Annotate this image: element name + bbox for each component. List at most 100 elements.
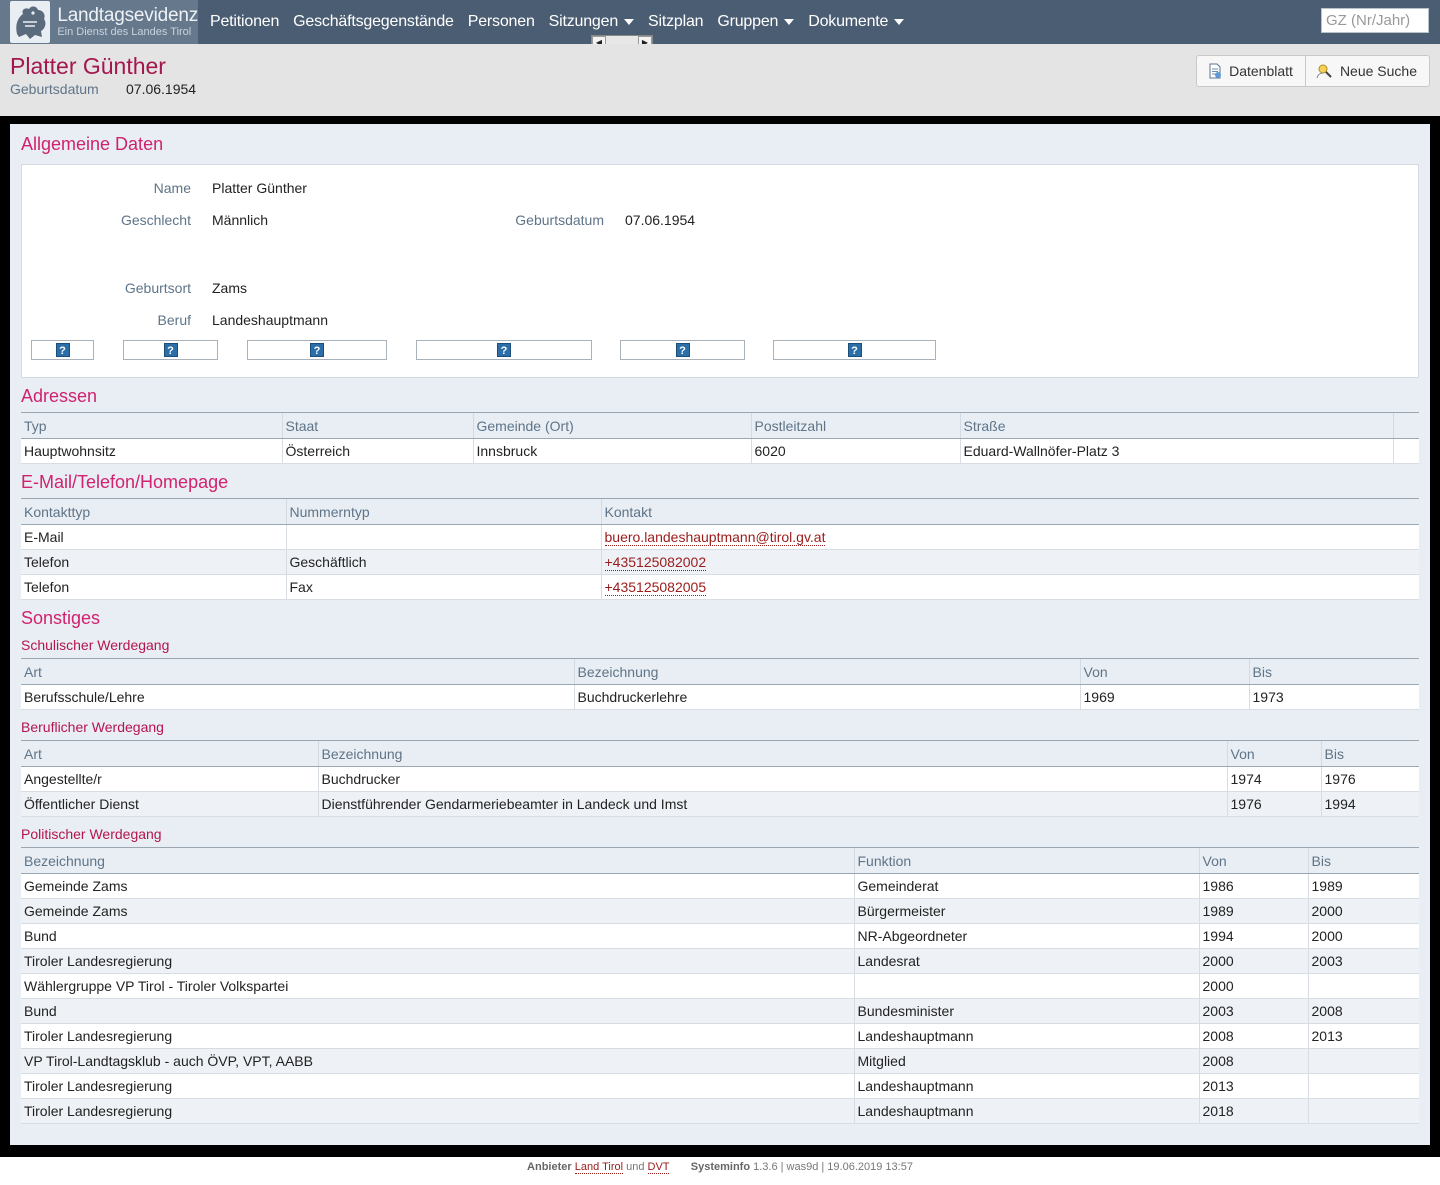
table-cell: 1976	[1320, 766, 1419, 792]
table-cell: Buchdrucker	[317, 766, 1227, 792]
table-row: Tiroler Landesregierung Landeshauptmann 20…	[21, 1023, 1419, 1049]
nav-menu: Petitionen Geschäftsgegenstände Personen Si…	[203, 0, 911, 44]
contacts-table: Kontakttyp Nummerntyp Kontakt E-Mail buero.l…	[21, 498, 1419, 600]
addresses-table: Typ Staat Gemeinde (Ort) Postleitzahl Straße…	[21, 412, 1419, 464]
table-cell: 2003	[1307, 948, 1419, 974]
political-table: Bezeichnung Funktion Von Bis Gemeinde Zams Ge…	[21, 847, 1419, 1124]
nav-item-gruppen[interactable]: Gruppen	[710, 13, 801, 31]
table-cell: 1994	[1320, 791, 1419, 817]
section-heading-general: Allgemeine Daten	[21, 134, 164, 154]
school-table: Art Bezeichnung Von Bis Berufsschule/Lehre Bu…	[21, 658, 1419, 710]
table-cell: 2013	[1307, 1023, 1419, 1049]
table-cell: 1994	[1198, 923, 1308, 949]
table-cell: Dienstführender Gendarmeriebeamter in La…	[317, 791, 1227, 817]
table-cell: Telefon	[21, 549, 286, 575]
birthdate-label: Geburtsdatum	[515, 212, 604, 228]
table-cell: 2018	[1198, 1098, 1308, 1124]
column-header: Bis	[1320, 740, 1419, 767]
column-header: Von	[1226, 740, 1321, 767]
table-cell: Landeshauptmann	[853, 1098, 1199, 1124]
missing-image-box[interactable]: ?	[416, 340, 592, 360]
nav-item-sitzungen[interactable]: Sitzungen	[542, 13, 641, 31]
provider-link-dvt[interactable]: DVT	[647, 1161, 670, 1174]
table-cell: 2003	[1198, 998, 1308, 1024]
table-cell: Wählergruppe VP Tirol - Tiroler Volkspar…	[21, 973, 854, 999]
table-row: Bund Bundesminister 2003 2008	[21, 998, 1419, 1024]
neue-suche-button[interactable]: Neue Suche	[1304, 56, 1429, 86]
table-cell: Buchdruckerlehre	[573, 684, 1080, 710]
missing-image-box[interactable]: ?	[123, 340, 218, 360]
table-cell: Landeshauptmann	[853, 1023, 1199, 1049]
table-cell: Landeshauptmann	[853, 1073, 1199, 1099]
column-header: Straße	[959, 412, 1393, 439]
table-cell: 1973	[1248, 684, 1419, 710]
header-button-group: Datenblatt Neue Suche	[1196, 55, 1430, 87]
column-header: Kontakt	[600, 498, 1419, 525]
nav-item-petitionen[interactable]: Petitionen	[203, 13, 286, 31]
brand[interactable]: Landtagsevidenz Ein Dienst des Landes Ti…	[0, 0, 198, 44]
neue-suche-label: Neue Suche	[1339, 63, 1417, 79]
table-row: Angestellte/r Buchdrucker 1974 1976	[21, 766, 1419, 792]
missing-image-box[interactable]: ?	[31, 340, 94, 360]
table-cell: Gemeinde Zams	[21, 873, 854, 899]
help-icon: ?	[55, 343, 70, 357]
subheading-school: Schulischer Werdegang	[21, 637, 170, 653]
table-cell: Mitglied	[853, 1048, 1199, 1074]
nav-item-label: Petitionen	[210, 13, 280, 30]
missing-image-box[interactable]: ?	[247, 340, 387, 360]
birthplace-value: Zams	[212, 280, 247, 296]
table-cell	[1307, 1073, 1419, 1099]
contact-link[interactable]: +435125082005	[604, 579, 707, 596]
contact-link[interactable]: buero.landeshauptmann@tirol.gv.at	[604, 529, 826, 546]
brand-subtitle: Ein Dienst des Landes Tirol	[57, 26, 192, 38]
birthplace-label: Geburtsort	[124, 280, 191, 296]
help-icon: ?	[675, 343, 690, 357]
gender-label: Geschlecht	[120, 212, 191, 228]
table-cell: NR-Abgeordneter	[853, 923, 1199, 949]
table-row: Telefon Fax +435125082005	[21, 574, 1419, 600]
search-person-icon	[1316, 64, 1332, 79]
column-header: Bezeichnung	[573, 658, 1080, 685]
table-row: Wählergruppe VP Tirol - Tiroler Volkspar…	[21, 973, 1419, 999]
table-cell: Tiroler Landesregierung	[21, 1073, 854, 1099]
provider-and: und	[626, 1161, 645, 1173]
table-cell: Bürgermeister	[853, 898, 1199, 924]
table-cell: 2000	[1198, 973, 1308, 999]
page-header: Platter Günther Geburtsdatum 07.06.1954 …	[0, 44, 1440, 116]
table-row: Gemeinde Zams Gemeinderat 1986 1989	[21, 873, 1419, 899]
column-header: Bezeichnung	[317, 740, 1227, 767]
table-cell: Berufsschule/Lehre	[21, 684, 574, 710]
nav-item-geschäftsgegenstände[interactable]: Geschäftsgegenstände	[286, 13, 461, 31]
nav-item-label: Gruppen	[717, 13, 779, 30]
datenblatt-label: Datenblatt	[1229, 63, 1293, 79]
header-birthdate-value: 07.06.1954	[126, 81, 197, 97]
table-row: Telefon Geschäftlich +435125082002	[21, 549, 1419, 575]
missing-image-box[interactable]: ?	[773, 340, 936, 360]
provider-label: Anbieter	[527, 1161, 572, 1173]
column-header: Postleitzahl	[750, 412, 960, 439]
column-header: Bis	[1307, 847, 1419, 874]
table-cell: Bundesminister	[853, 998, 1199, 1024]
content-panel: Allgemeine Daten Name Platter Günther Ge…	[10, 124, 1430, 1145]
table-cell: Landesrat	[853, 948, 1199, 974]
nav-item-sitzplan[interactable]: Sitzplan	[641, 13, 710, 31]
missing-image-box[interactable]: ?	[620, 340, 745, 360]
datenblatt-button[interactable]: Datenblatt	[1197, 56, 1305, 86]
table-row: E-Mail buero.landeshauptmann@tirol.gv.at	[21, 524, 1419, 550]
provider-link-land-tirol[interactable]: Land Tirol	[574, 1161, 624, 1174]
nav-item-label: Sitzungen	[548, 13, 619, 30]
table-cell: Hauptwohnsitz	[21, 438, 282, 464]
table-cell: 2013	[1198, 1073, 1308, 1099]
gz-search-input[interactable]	[1321, 8, 1429, 33]
nav-item-dokumente[interactable]: Dokumente	[801, 13, 911, 31]
table-cell	[285, 524, 601, 550]
table-row: VP Tirol-Landtagsklub - auch ÖVP, VPT, A…	[21, 1048, 1419, 1074]
table-cell: 2000	[1307, 923, 1419, 949]
table-cell: 1969	[1079, 684, 1249, 710]
table-cell: +435125082005	[600, 574, 1419, 600]
sysinfo-label: Systeminfo	[690, 1161, 751, 1173]
table-cell: Bund	[21, 998, 854, 1024]
nav-item-personen[interactable]: Personen	[461, 13, 542, 31]
contact-link[interactable]: +435125082002	[604, 554, 707, 571]
help-icon: ?	[847, 343, 862, 357]
